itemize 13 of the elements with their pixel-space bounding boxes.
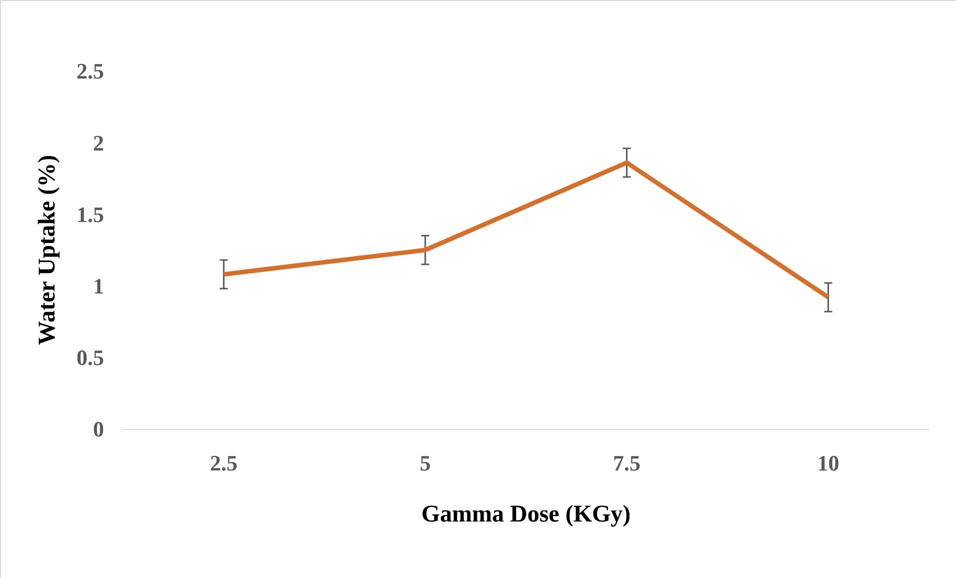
y-tick-label: 0 [93, 416, 104, 442]
line-series [222, 160, 830, 300]
y-tick-label: 2.5 [76, 58, 104, 84]
y-tick-label: 2 [93, 130, 104, 156]
y-tick-label: 1 [93, 274, 104, 298]
y-tick-label: 1.5 [76, 202, 104, 227]
x-axis-title: Gamma Dose (KGy) [421, 502, 631, 528]
x-tick-label: 7.5 [613, 450, 640, 476]
x-tick-label: 2.5 [210, 450, 238, 476]
x-tick-label: 5 [420, 450, 431, 476]
y-tick-label: 0.5 [76, 345, 104, 370]
x-tick-label: 10 [817, 450, 840, 476]
y-axis-title: Water Uptake (%) [34, 154, 61, 346]
